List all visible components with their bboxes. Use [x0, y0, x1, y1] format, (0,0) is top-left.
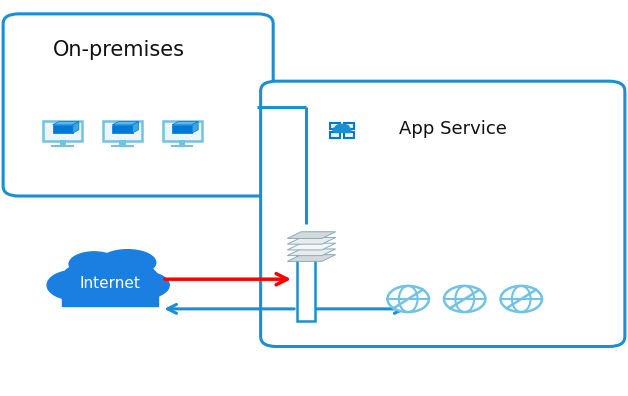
Polygon shape [287, 232, 335, 238]
Polygon shape [287, 238, 335, 244]
Polygon shape [112, 122, 139, 125]
Polygon shape [192, 122, 198, 133]
Bar [297, 255, 315, 321]
Text: On-premises: On-premises [53, 40, 185, 60]
Bar [119, 140, 126, 145]
Ellipse shape [116, 272, 169, 299]
Bar [335, 128, 350, 132]
FancyBboxPatch shape [330, 123, 340, 129]
Polygon shape [53, 122, 79, 125]
Polygon shape [172, 122, 198, 125]
Bar [51, 145, 74, 147]
Polygon shape [112, 125, 133, 133]
Ellipse shape [335, 124, 349, 131]
FancyBboxPatch shape [103, 121, 142, 141]
Ellipse shape [99, 249, 156, 276]
Ellipse shape [343, 128, 350, 132]
Polygon shape [287, 243, 335, 250]
FancyBboxPatch shape [261, 81, 625, 346]
Text: Internet: Internet [80, 276, 140, 291]
Text: App Service: App Service [399, 120, 507, 138]
Bar [111, 145, 134, 147]
Polygon shape [287, 249, 335, 256]
Polygon shape [287, 255, 335, 261]
Ellipse shape [69, 252, 119, 276]
FancyBboxPatch shape [163, 121, 202, 141]
Circle shape [501, 286, 542, 312]
Ellipse shape [47, 270, 104, 300]
Polygon shape [73, 122, 79, 133]
Bar [171, 145, 193, 147]
Circle shape [444, 286, 485, 312]
Polygon shape [53, 125, 73, 133]
FancyBboxPatch shape [43, 121, 82, 141]
Ellipse shape [333, 128, 342, 132]
FancyBboxPatch shape [3, 14, 273, 196]
Bar [179, 140, 185, 145]
FancyBboxPatch shape [344, 132, 354, 138]
Polygon shape [172, 125, 192, 133]
Bar [62, 284, 158, 306]
FancyBboxPatch shape [344, 123, 354, 129]
FancyBboxPatch shape [330, 132, 340, 138]
Bar [60, 140, 66, 145]
Circle shape [387, 286, 429, 312]
Ellipse shape [61, 259, 158, 300]
Polygon shape [133, 122, 139, 133]
